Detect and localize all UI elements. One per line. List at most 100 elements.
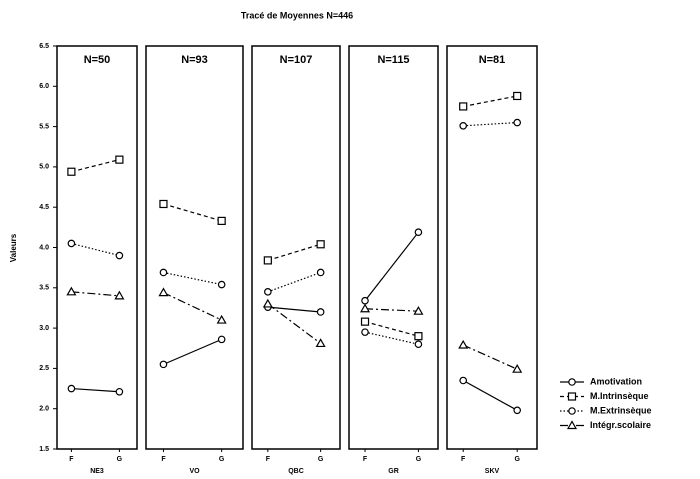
marker — [217, 280, 226, 289]
panel-title: N=50 — [84, 54, 111, 66]
x-tick-label: F — [363, 456, 368, 463]
series-line — [267, 243, 321, 261]
marker — [159, 268, 168, 277]
marker — [414, 228, 423, 236]
marker — [67, 384, 76, 393]
y-tick-label: 3.0 — [39, 325, 49, 332]
series-line — [71, 291, 120, 297]
marker — [158, 287, 169, 297]
marker — [567, 392, 577, 401]
series-line — [463, 95, 518, 108]
marker — [315, 338, 326, 348]
x-tick-label: G — [416, 456, 422, 463]
series-line — [463, 121, 518, 127]
marker — [459, 102, 468, 111]
series-line — [267, 306, 321, 313]
marker — [217, 335, 226, 344]
marker — [66, 286, 77, 296]
chart-title: Tracé de Moyennes N=446 — [241, 10, 353, 20]
marker — [513, 91, 522, 101]
marker — [513, 406, 522, 415]
marker — [359, 303, 371, 313]
panel-frame — [348, 45, 439, 450]
x-tick-label: G — [117, 456, 123, 463]
marker — [264, 288, 272, 296]
panel-frame — [56, 45, 138, 450]
y-tick-label: 6.5 — [39, 43, 49, 50]
series-line — [267, 303, 321, 344]
legend-label: M.Intrinsèque — [590, 391, 649, 401]
series-line — [71, 242, 120, 257]
marker — [458, 339, 469, 349]
x-tick-label: G — [318, 456, 324, 463]
y-tick-label: 4.5 — [39, 204, 49, 211]
series-line — [163, 292, 222, 321]
series-line — [462, 344, 518, 370]
marker — [159, 360, 168, 369]
series-line — [163, 203, 222, 222]
marker — [459, 376, 468, 385]
marker — [512, 363, 523, 373]
marker — [414, 332, 423, 341]
marker — [413, 305, 424, 315]
series-line — [163, 271, 222, 286]
y-tick-label: 1.5 — [39, 446, 49, 453]
x-tick-label: F — [161, 456, 166, 463]
marker — [67, 239, 76, 248]
x-axis-label: NE3 — [90, 468, 104, 475]
y-tick-label: 5.5 — [39, 123, 49, 130]
x-axis-label: GR — [388, 468, 399, 475]
marker — [360, 317, 370, 326]
marker — [361, 296, 369, 305]
y-axis-label: Valeurs — [9, 233, 18, 262]
x-tick-label: F — [266, 456, 271, 463]
x-axis-label: VO — [189, 468, 200, 475]
marker — [459, 121, 468, 130]
series-line — [364, 321, 419, 337]
panel-frame — [446, 45, 538, 450]
series-line — [364, 331, 419, 345]
series-line — [71, 159, 120, 173]
panel-title: N=81 — [479, 54, 506, 66]
x-axis-label: QBC — [288, 468, 304, 475]
marker — [115, 251, 124, 260]
series-line — [71, 387, 120, 393]
panel-frame — [251, 45, 341, 450]
panel-frame — [145, 45, 244, 450]
series-line — [364, 231, 419, 302]
marker — [114, 290, 125, 300]
series-line — [462, 379, 518, 411]
panel-title: N=107 — [280, 54, 313, 66]
marker — [217, 216, 226, 226]
x-axis-label: SKV — [485, 468, 500, 475]
marker — [414, 340, 423, 349]
marker — [216, 314, 227, 324]
y-tick-label: 2.5 — [39, 365, 49, 372]
legend-label: Intégr.scolaire — [590, 420, 651, 430]
marker — [316, 268, 325, 277]
marker — [115, 155, 124, 164]
marker — [568, 378, 576, 386]
y-tick-label: 6.0 — [39, 83, 49, 90]
marker — [513, 118, 522, 127]
marker — [568, 407, 576, 415]
x-tick-label: G — [219, 456, 225, 463]
x-tick-label: F — [461, 456, 466, 463]
panel-title: N=93 — [181, 54, 208, 66]
marker — [262, 298, 273, 308]
y-tick-label: 3.5 — [39, 285, 49, 292]
y-tick-label: 5.0 — [39, 164, 49, 171]
x-tick-label: F — [69, 456, 74, 463]
marker — [67, 167, 76, 176]
x-tick-label: G — [514, 456, 520, 463]
series-line — [267, 271, 321, 293]
marker — [316, 240, 325, 249]
marker — [115, 387, 124, 396]
series-line — [364, 308, 419, 312]
legend-label: M.Extrinsèque — [590, 405, 652, 415]
marker — [159, 199, 168, 209]
panel-title: N=115 — [377, 54, 409, 66]
y-tick-label: 2.0 — [39, 406, 49, 413]
y-tick-label: 4.0 — [39, 244, 49, 251]
marker — [361, 328, 369, 336]
